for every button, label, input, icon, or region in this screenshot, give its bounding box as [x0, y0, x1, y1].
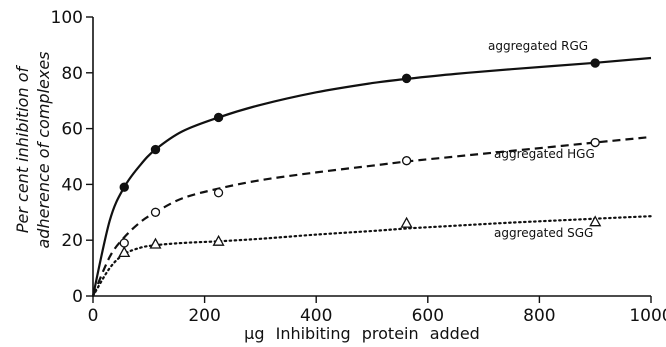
x-tick-label-2: 400	[300, 306, 332, 326]
y-axis-title: Per cent inhibition of adherence of comp…	[13, 51, 53, 248]
y-tick-label-1: 20	[61, 231, 83, 251]
series-line-rgg	[91, 56, 652, 297]
x-tick-label-4: 800	[523, 306, 555, 326]
data-point-sgg-0	[118, 246, 131, 258]
series-line-sgg	[91, 215, 653, 298]
data-point-rgg-1	[150, 144, 161, 155]
data-point-sgg-3	[400, 216, 413, 228]
x-tick-label-3: 600	[412, 306, 444, 326]
data-point-rgg-0	[119, 182, 129, 192]
data-point-rgg-2	[213, 112, 224, 123]
data-point-hgg-4	[590, 137, 600, 148]
y-tick-label-3: 60	[61, 120, 83, 140]
y-ticks: 0 20 40 60 80 100	[51, 8, 93, 307]
x-axis-title: μg Inhibiting protein added	[244, 324, 480, 343]
series-hgg: aggregated HGG	[91, 135, 652, 297]
axes	[92, 17, 651, 297]
series-sgg: aggregated SGG	[91, 215, 653, 298]
x-tick-label-1: 200	[188, 306, 220, 326]
series-label-rgg: aggregated RGG	[488, 39, 588, 53]
data-point-hgg-3	[401, 156, 412, 166]
data-point-hgg-1	[150, 207, 161, 217]
y-tick-label-4: 80	[61, 64, 83, 84]
data-point-sgg-2	[212, 234, 225, 246]
data-point-sgg-4	[589, 215, 602, 227]
series-layer: aggregated RGG aggregated HGG aggregated S…	[91, 39, 653, 298]
y-tick-label-5: 100	[51, 8, 83, 28]
x-tick-label-0: 0	[88, 306, 99, 326]
y-tick-label-2: 40	[61, 175, 83, 195]
y-axis-title-line-2: adherence of complexes	[34, 51, 53, 248]
data-point-sgg-1	[149, 237, 162, 249]
data-point-hgg-2	[213, 188, 224, 198]
data-point-hgg-0	[119, 238, 129, 248]
y-axis-title-line-1: Per cent inhibition of	[13, 65, 32, 234]
y-tick-label-0: 0	[72, 287, 83, 307]
series-label-hgg: aggregated HGG	[494, 147, 595, 161]
data-point-rgg-3	[401, 73, 412, 84]
series-label-sgg: aggregated SGG	[494, 226, 593, 240]
series-rgg: aggregated RGG	[91, 39, 652, 297]
data-point-rgg-4	[590, 58, 600, 68]
